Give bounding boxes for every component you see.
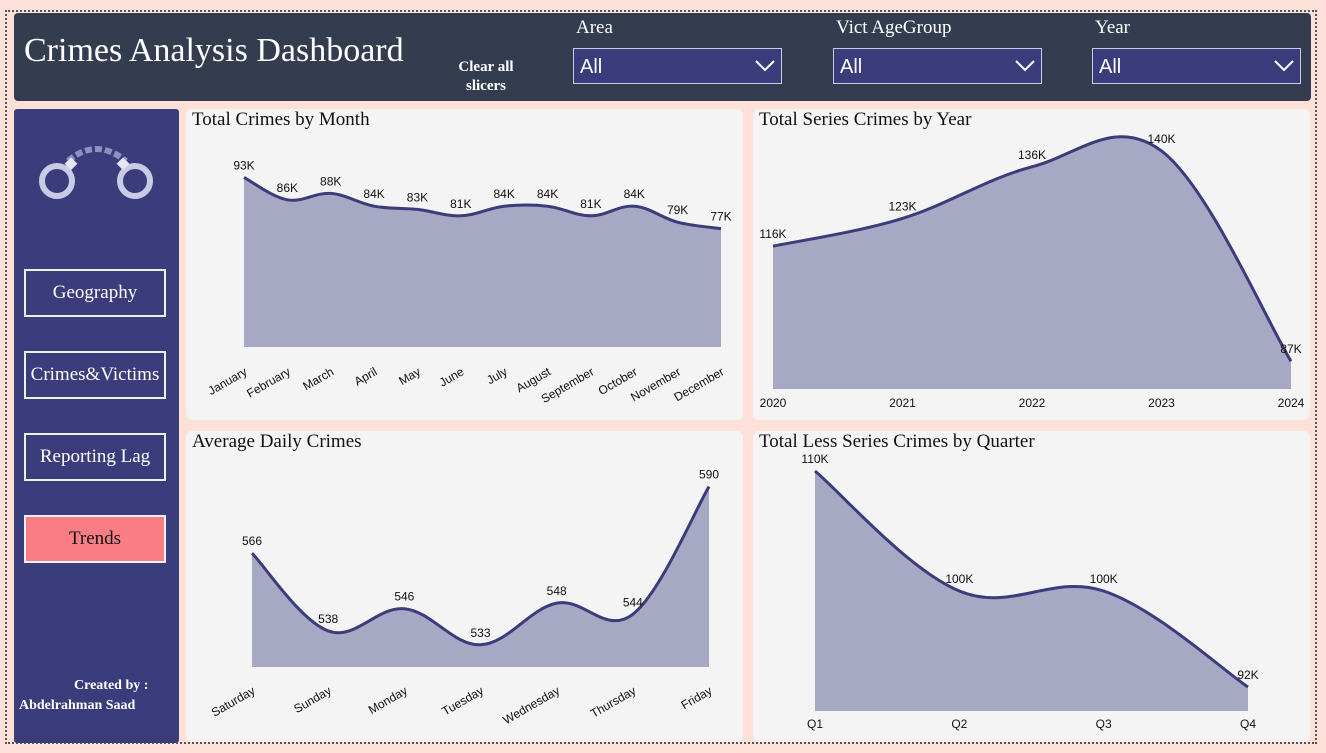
x-tick-label: 2023: [1148, 396, 1175, 410]
data-label: 79K: [667, 203, 688, 217]
data-label: 548: [547, 584, 567, 598]
chart-title: Total Crimes by Month: [192, 109, 370, 130]
clear-slicers-button[interactable]: Clear all slicers: [458, 59, 514, 94]
chevron-down-icon: [1274, 60, 1294, 72]
chart-panel-less-series-by-quarter: 110K Q1 100K Q2 100K Q3 92K Q4 Total Less Serie…: [753, 431, 1310, 742]
series-line: [250, 485, 711, 647]
data-label: 544: [623, 595, 643, 609]
chart-panel-crimes-by-month: 93K January 86K February 88K March 84K April 83K…: [186, 109, 743, 420]
crimes-by-month-chart: 93K January 86K February 88K March 84K April 83K…: [206, 158, 732, 406]
x-tick-label: January: [206, 364, 250, 397]
data-label: 84K: [624, 187, 645, 201]
year-slicer[interactable]: All: [1092, 48, 1301, 84]
credit-label: Created by :: [74, 678, 149, 693]
area-slicer-value: All: [580, 56, 603, 78]
x-tick-label: December: [672, 364, 727, 404]
handcuffs-icon: [39, 146, 153, 199]
chevron-down-icon: [755, 60, 775, 72]
x-tick-label: Saturday: [209, 683, 258, 719]
x-tick-label: Q3: [1096, 717, 1112, 731]
chart-title: Average Daily Crimes: [192, 431, 362, 452]
data-label: 87K: [1280, 342, 1301, 356]
agegroup-slicer-value: All: [840, 56, 863, 78]
data-label: 84K: [494, 187, 515, 201]
x-tick-label: May: [396, 364, 423, 387]
page-title: Crimes Analysis Dashboard: [24, 32, 404, 69]
x-tick-label: February: [244, 364, 293, 400]
data-label: 116K: [759, 227, 786, 241]
x-tick-label: Monday: [366, 683, 410, 716]
data-label: 100K: [945, 572, 973, 586]
x-tick-label: Friday: [679, 683, 715, 712]
data-label: 93K: [233, 158, 254, 172]
data-label: 140K: [1147, 132, 1175, 146]
x-tick-label: April: [352, 364, 380, 388]
series-area: [244, 177, 721, 347]
data-label: 123K: [888, 199, 916, 213]
area-slicer-label: Area: [576, 17, 613, 38]
data-label: 538: [318, 612, 338, 626]
series-line: [814, 469, 1249, 689]
data-label: 83K: [407, 190, 428, 204]
data-label: 86K: [277, 181, 298, 195]
nav-reporting-lag-button[interactable]: Reporting Lag: [24, 433, 166, 481]
data-label: 533: [470, 626, 490, 640]
series-area: [252, 486, 709, 667]
credit-author: Abdelrahman Saad: [19, 698, 136, 713]
agegroup-slicer[interactable]: All: [833, 48, 1042, 84]
average-daily-crimes-chart: 566 Saturday 538 Sunday 546 Monday 533 Tuesday 5…: [209, 468, 719, 728]
data-label: 110K: [801, 452, 828, 466]
sidebar: Geography Crimes&Victims Reporting Lag T…: [14, 109, 179, 743]
x-tick-label: Wednesday: [500, 683, 562, 727]
data-label: 92K: [1237, 668, 1258, 682]
chart-panel-series-crimes-by-year: 116K 2020 123K 2021 136K 2022 140K 2023 87K 2024 …: [753, 109, 1310, 420]
data-label: 81K: [580, 197, 601, 211]
data-label: 84K: [363, 187, 384, 201]
x-tick-label: March: [300, 364, 336, 393]
x-tick-label: June: [437, 364, 467, 389]
series-area: [815, 471, 1248, 711]
series-area: [773, 136, 1291, 389]
agegroup-slicer-label: Vict AgeGroup: [836, 17, 952, 38]
data-label: 546: [394, 590, 414, 604]
dashboard-frame: [5, 10, 1317, 744]
series-line: [772, 135, 1293, 363]
x-tick-label: Thursday: [588, 683, 638, 720]
x-tick-label: Q4: [1240, 717, 1256, 731]
nav-trends-button[interactable]: Trends: [24, 515, 166, 563]
year-slicer-label: Year: [1095, 17, 1131, 38]
less-series-by-quarter-chart: 110K Q1 100K Q2 100K Q3 92K Q4: [801, 452, 1258, 731]
x-tick-label: 2024: [1278, 396, 1305, 410]
data-label: 81K: [450, 197, 471, 211]
chart-panel-average-daily-crimes: 566 Saturday 538 Sunday 546 Monday 533 Tuesday 5…: [186, 431, 743, 742]
nav-geography-button[interactable]: Geography: [24, 269, 166, 317]
data-label: 84K: [537, 187, 558, 201]
year-slicer-value: All: [1099, 56, 1122, 78]
data-label: 590: [699, 468, 719, 482]
x-tick-label: July: [484, 364, 509, 387]
nav-crimes-victims-button[interactable]: Crimes&Victims: [24, 351, 166, 399]
data-label: 136K: [1018, 148, 1046, 162]
x-tick-label: 2022: [1019, 396, 1046, 410]
data-label: 566: [242, 534, 262, 548]
data-label: 77K: [710, 210, 731, 224]
chevron-down-icon: [1015, 60, 1035, 72]
area-slicer[interactable]: All: [573, 48, 782, 84]
x-tick-label: Tuesday: [440, 683, 486, 718]
x-tick-label: Sunday: [291, 683, 333, 715]
chart-title: Total Series Crimes by Year: [759, 109, 972, 130]
data-label: 100K: [1090, 572, 1118, 586]
x-tick-label: 2021: [889, 396, 916, 410]
data-label: 88K: [320, 174, 341, 188]
series-line: [243, 176, 722, 231]
x-tick-label: 2020: [760, 396, 787, 410]
x-tick-label: Q2: [951, 717, 967, 731]
series-crimes-by-year-chart: 116K 2020 123K 2021 136K 2022 140K 2023 87K 2024: [759, 132, 1305, 410]
chart-title: Total Less Series Crimes by Quarter: [759, 431, 1035, 452]
x-tick-label: Q1: [807, 717, 823, 731]
